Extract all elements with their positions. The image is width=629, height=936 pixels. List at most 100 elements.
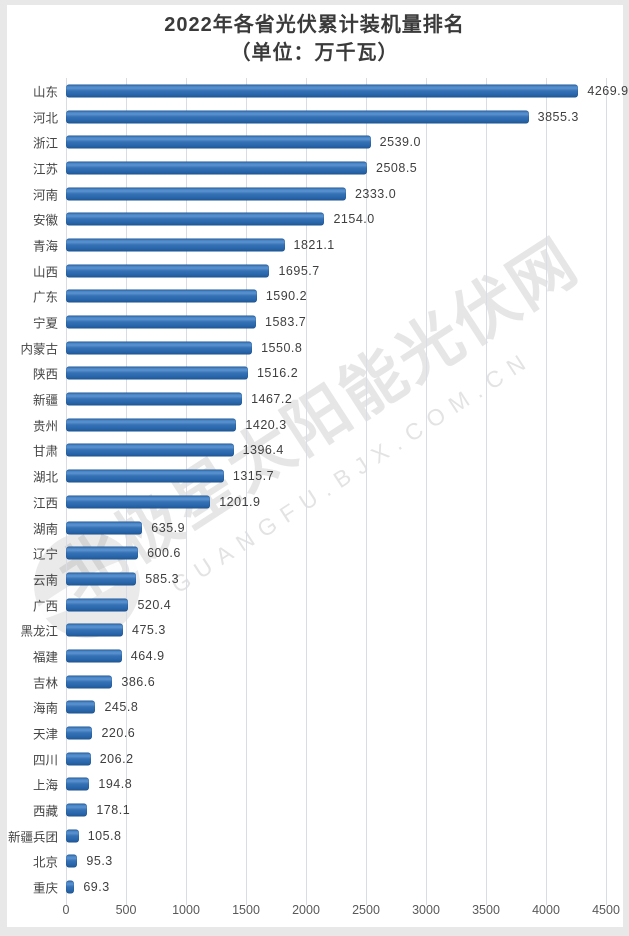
- bar-row: 浙江 2539.0: [33, 129, 606, 155]
- bar: [66, 366, 248, 380]
- category-label: 河北: [32, 111, 58, 126]
- value-label: 178.1: [96, 803, 131, 818]
- chart-title: 2022年各省光伏累计装机量排名 （单位：万千瓦）: [0, 11, 629, 67]
- bar-row: 黑龙江 475.3: [20, 617, 606, 643]
- bar-row: 福建 464.9: [33, 643, 606, 669]
- category-label: 黑龙江: [20, 624, 58, 639]
- x-tick-label: 4000: [532, 903, 560, 917]
- category-label: 新疆: [32, 393, 58, 408]
- bar-row: 甘肃 1396.4: [33, 438, 606, 464]
- category-label: 新疆兵团: [7, 830, 58, 845]
- value-label: 475.3: [132, 623, 166, 638]
- value-label: 69.3: [83, 880, 110, 895]
- bar-row: 河北 3855.3: [33, 104, 606, 130]
- value-label: 520.4: [137, 597, 172, 612]
- bar-row: 广西 520.4: [33, 592, 606, 618]
- category-label: 湖南: [32, 522, 58, 537]
- bar-row: 辽宁 600.6: [33, 540, 606, 566]
- bar-row: 宁夏 1583.7: [33, 309, 606, 335]
- category-label: 重庆: [32, 881, 58, 896]
- value-label: 635.9: [151, 520, 186, 535]
- category-label: 浙江: [32, 136, 58, 151]
- bar: [66, 598, 129, 612]
- gridline: [486, 78, 487, 905]
- value-label: 600.6: [147, 546, 181, 561]
- gridline: [306, 78, 307, 905]
- value-label: 206.2: [99, 751, 134, 766]
- chart-title-line2: （单位：万千瓦）: [230, 42, 399, 64]
- category-label: 甘肃: [32, 444, 58, 459]
- plot-area: 山东 4269.9 河北 3855.3 浙江 2539.0 江苏 2508.5 …: [8, 78, 628, 905]
- bar-row: 山东 4269.9: [33, 78, 628, 104]
- bar-row: 云南 585.3: [33, 566, 606, 592]
- category-label: 青海: [32, 239, 58, 254]
- x-tick-label: 4500: [592, 903, 620, 917]
- bar: [66, 418, 237, 432]
- category-label: 云南: [32, 573, 58, 588]
- category-label: 内蒙古: [20, 342, 58, 357]
- value-label: 1420.3: [245, 417, 287, 432]
- bar: [66, 392, 243, 406]
- category-label: 辽宁: [32, 547, 58, 562]
- value-label: 1467.2: [251, 392, 293, 407]
- category-label: 山东: [32, 85, 58, 100]
- bar: [66, 752, 91, 766]
- value-label: 194.8: [98, 777, 133, 792]
- gridline: [66, 78, 67, 905]
- bar: [66, 623, 124, 637]
- value-label: 1201.9: [219, 494, 261, 509]
- value-label: 1695.7: [278, 263, 320, 278]
- value-label: 1821.1: [293, 237, 335, 252]
- value-label: 3855.3: [537, 109, 579, 124]
- value-label: 220.6: [101, 726, 136, 741]
- value-label: 585.3: [145, 571, 180, 586]
- category-label: 河南: [32, 188, 58, 203]
- category-label: 广东: [32, 290, 58, 305]
- gridline: [426, 78, 427, 905]
- bar: [66, 521, 143, 535]
- gridline: [126, 78, 127, 905]
- bar-row: 青海 1821.1: [33, 232, 606, 258]
- bar-row: 上海 194.8: [33, 772, 606, 798]
- category-label: 福建: [32, 650, 58, 665]
- value-label: 2333.0: [354, 186, 397, 201]
- value-label: 2539.0: [379, 135, 421, 150]
- x-tick-label: 0: [62, 903, 70, 917]
- gridline: [246, 78, 247, 905]
- value-label: 1516.2: [256, 366, 299, 381]
- gridline: [186, 78, 187, 905]
- bar: [66, 315, 257, 329]
- bar-row: 安徽 2154.0: [33, 206, 606, 232]
- bar-row: 湖南 635.9: [33, 515, 606, 541]
- bar: [66, 777, 90, 791]
- category-label: 安徽: [32, 213, 58, 228]
- bar-row: 四川 206.2: [33, 746, 606, 772]
- category-label: 广西: [32, 599, 58, 614]
- bar-row: 江苏 2508.5: [33, 155, 606, 181]
- x-tick-label: 500: [115, 903, 137, 917]
- bar-row: 北京 95.3: [33, 849, 606, 875]
- bar: [66, 726, 93, 740]
- value-label: 95.3: [86, 854, 113, 869]
- bar-row: 吉林 386.6: [33, 669, 606, 695]
- category-label: 吉林: [32, 676, 58, 691]
- bar-row: 山西 1695.7: [33, 258, 606, 284]
- x-tick-label: 3000: [412, 903, 440, 917]
- bar-row: 陕西 1516.2: [33, 361, 606, 387]
- category-label: 四川: [32, 753, 58, 768]
- category-label: 天津: [32, 727, 58, 742]
- gridline: [546, 78, 547, 905]
- category-label: 山西: [32, 265, 58, 280]
- bar: [66, 829, 79, 843]
- bar: [66, 264, 270, 278]
- value-label: 2154.0: [333, 212, 375, 227]
- bar-row: 内蒙古 1550.8: [20, 335, 606, 361]
- category-label: 江苏: [32, 162, 58, 177]
- category-label: 北京: [32, 855, 58, 870]
- bar: [66, 135, 371, 149]
- bar-row: 河南 2333.0: [33, 181, 606, 207]
- bar: [66, 161, 368, 175]
- bar: [66, 880, 75, 894]
- bar-row: 贵州 1420.3: [33, 412, 606, 438]
- value-label: 386.6: [121, 674, 156, 689]
